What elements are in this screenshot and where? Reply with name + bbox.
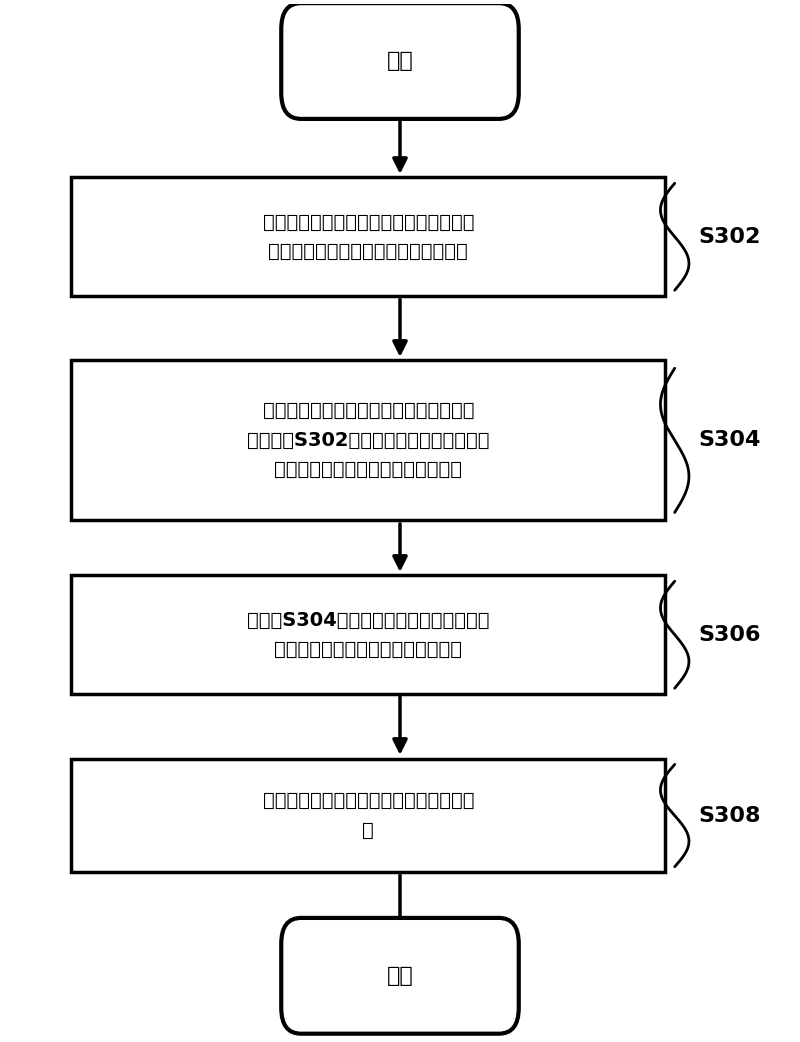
Text: 开始: 开始 [386, 51, 414, 71]
Bar [71, 177, 666, 296]
Text: 用接收信号和训练序列之间的相关特性获
取定时目标函数，从而获得帧定时位置: 用接收信号和训练序列之间的相关特性获 取定时目标函数，从而获得帧定时位置 [262, 213, 474, 260]
Text: S306: S306 [698, 625, 761, 645]
Bar [71, 361, 666, 521]
Text: S304: S304 [698, 430, 761, 450]
Text: 对步骤S304中获得的信道最强径的到达时
刻进行修正，从而获得最佳定时位置: 对步骤S304中获得的信道最强径的到达时 刻进行修正，从而获得最佳定时位置 [247, 611, 490, 659]
Text: 利用帧同步函数的相位获取小数偏频估计
值: 利用帧同步函数的相位获取小数偏频估计 值 [262, 791, 474, 840]
FancyBboxPatch shape [282, 3, 518, 119]
Text: 进行整数频偏估计，并利用整数频偏估计
值对步骤S302中获得的帧定时位置进行修
正，从而获得信道最强径的到达时刻: 进行整数频偏估计，并利用整数频偏估计 值对步骤S302中获得的帧定时位置进行修 … [247, 401, 490, 479]
Text: 结束: 结束 [386, 966, 414, 986]
Text: S308: S308 [698, 805, 761, 825]
FancyBboxPatch shape [282, 918, 518, 1034]
Text: S302: S302 [698, 227, 761, 247]
Bar [71, 575, 666, 694]
Bar [71, 759, 666, 872]
